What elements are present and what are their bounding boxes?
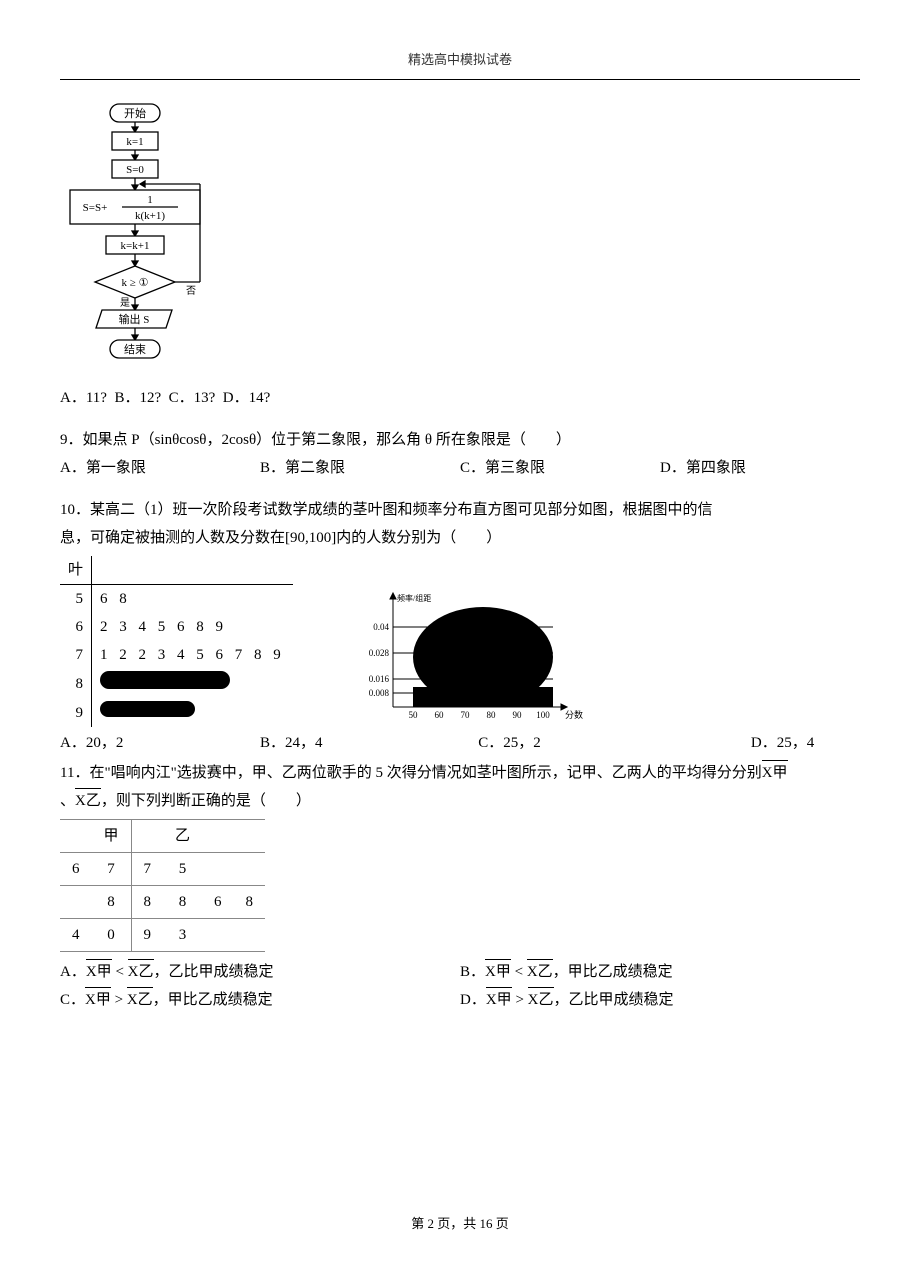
q9-stem: 9．如果点 P（sinθcosθ，2cosθ）位于第二象限，那么角 θ 所在象限… [60, 428, 860, 452]
page-header: 精选高中模拟试卷 [60, 50, 860, 71]
svg-text:80: 80 [486, 710, 496, 720]
q10-stem1: 10．某高二（1）班一次阶段考试数学成绩的茎叶图和频率分布直方图可见部分如图，根… [60, 498, 860, 522]
q8-opt-d: D．14? [223, 390, 271, 406]
q9-options: A．第一象限 B．第二象限 C．第三象限 D．第四象限 [60, 456, 860, 480]
sl-stem-4: 9 [60, 699, 92, 727]
sl-leaf-4 [92, 699, 293, 727]
q11-hdr-right: 乙 [163, 819, 202, 852]
histogram: 0.04 0.028 0.016 0.008 50 60 70 80 90 10… [353, 587, 583, 727]
sl-stem-0: 5 [60, 584, 92, 613]
svg-text:频率/组距: 频率/组距 [397, 593, 431, 603]
q9-opt-d: D．第四象限 [660, 456, 860, 480]
q8-opt-b: B．12? [114, 390, 161, 406]
fc-s0: S=0 [126, 164, 144, 176]
q9-opt-a: A．第一象限 [60, 456, 260, 480]
fc-kpp: k=k+1 [121, 240, 150, 252]
q11-table: 甲 乙 6 7 7 5 8 8 8 6 8 4 0 9 3 [60, 819, 265, 952]
q9: 9．如果点 P（sinθcosθ，2cosθ）位于第二象限，那么角 θ 所在象限… [60, 428, 860, 480]
svg-text:0.04: 0.04 [373, 622, 389, 632]
fc-yes: 是 [120, 297, 130, 309]
fc-sum-num: 1 [147, 194, 153, 206]
sl-leaf-3 [92, 669, 293, 699]
q8-options: A．11? B．12? C．13? D．14? [60, 386, 860, 410]
q11-options: A．X甲 < X乙，乙比甲成绩稳定 B．X甲 < X乙，甲比乙成绩稳定 C．X甲… [60, 958, 860, 1014]
fc-sum-den: k(k+1) [135, 210, 165, 222]
sl-leaf-2: 1 2 2 3 4 5 6 7 8 9 [92, 641, 293, 669]
q10-stem2: 息，可确定被抽测的人数及分数在[90,100]内的人数分别为（ ） [60, 526, 860, 550]
stem-leaf-plot: 叶 56 8 62 3 4 5 6 8 9 71 2 2 3 4 5 6 7 8… [60, 556, 293, 727]
svg-text:100: 100 [536, 710, 550, 720]
q9-opt-b: B．第二象限 [260, 456, 460, 480]
q11-hdr-left: 甲 [92, 819, 132, 852]
fc-out: 输出 S [119, 312, 150, 326]
svg-text:70: 70 [460, 710, 470, 720]
svg-text:90: 90 [512, 710, 522, 720]
q11-opt-a: A．X甲 < X乙，乙比甲成绩稳定 [60, 958, 460, 986]
q11: 11．在"唱响内江"选拔赛中，甲、乙两位歌手的 5 次得分情况如茎叶图所示，记甲… [60, 761, 860, 1014]
q11-opt-d: D．X甲 > X乙，乙比甲成绩稳定 [460, 986, 860, 1014]
q8-opt-a: A．11? [60, 390, 107, 406]
q10: 10．某高二（1）班一次阶段考试数学成绩的茎叶图和频率分布直方图可见部分如图，根… [60, 498, 860, 755]
q8-opt-c: C．13? [169, 390, 216, 406]
fc-no: 否 [186, 285, 196, 297]
header-rule [60, 79, 860, 80]
q11-stem2: 、X乙，则下列判断正确的是（ ） [60, 789, 860, 813]
xbar-jia: X甲 [762, 761, 788, 785]
fc-sum-lhs: S=S+ [83, 202, 108, 214]
q10-options: A．20，2 B．24，4 C．25，2 D．25，4 [60, 731, 860, 755]
svg-text:50: 50 [408, 710, 418, 720]
q10-opt-d: D．25，4 [751, 731, 860, 755]
sl-leaf-1: 2 3 4 5 6 8 9 [92, 613, 293, 641]
q10-opt-c: C．25，2 [478, 731, 751, 755]
svg-text:分数: 分数 [565, 709, 583, 720]
q10-opt-b: B．24，4 [260, 731, 478, 755]
fc-start: 开始 [124, 106, 146, 120]
fc-cond: k ≥ ① [122, 277, 149, 289]
svg-text:0.016: 0.016 [369, 674, 390, 684]
page-footer: 第 2 页，共 16 页 [0, 1214, 920, 1235]
q11-opt-b: B．X甲 < X乙，甲比乙成绩稳定 [460, 958, 860, 986]
sl-stem-2: 7 [60, 641, 92, 669]
sl-stem-1: 6 [60, 613, 92, 641]
q11-opt-c: C．X甲 > X乙，甲比乙成绩稳定 [60, 986, 460, 1014]
svg-text:0.008: 0.008 [369, 688, 390, 698]
svg-text:60: 60 [434, 710, 444, 720]
sl-stem-3: 8 [60, 669, 92, 699]
flowchart: 开始 k=1 S=0 S=S+ 1 k(k+1) k=k+1 k ≥ ① 否 是 [60, 100, 210, 370]
fc-end: 结束 [124, 343, 146, 356]
q10-opt-a: A．20，2 [60, 731, 260, 755]
fc-k1: k=1 [126, 136, 143, 148]
svg-text:0.028: 0.028 [369, 648, 390, 658]
q11-stem1: 11．在"唱响内江"选拔赛中，甲、乙两位歌手的 5 次得分情况如茎叶图所示，记甲… [60, 761, 860, 785]
q9-opt-c: C．第三象限 [460, 456, 660, 480]
xbar-yi: X乙 [75, 789, 101, 813]
sl-header-left: 叶 [60, 556, 92, 585]
sl-leaf-0: 6 8 [92, 584, 293, 613]
